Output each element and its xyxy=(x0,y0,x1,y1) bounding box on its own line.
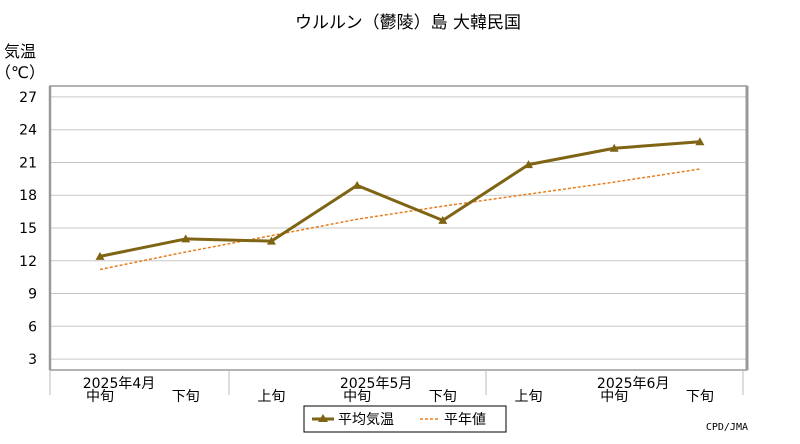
x-axis: 中旬 下旬 上旬 中旬 下旬 上旬 中旬 下旬 2025年4月 2025年5月 2025年6月 xyxy=(49,370,744,405)
x-tick-label: 上旬 xyxy=(257,389,285,405)
y-tick-label: 12 xyxy=(19,254,37,270)
x-tick-label: 中旬 xyxy=(343,389,371,405)
x-tick-label: 下旬 xyxy=(172,389,200,405)
series-point-mean xyxy=(695,137,705,146)
legend-label-normal: 平年値 xyxy=(444,412,486,428)
y-tick-label: 3 xyxy=(28,352,37,368)
series-point-mean xyxy=(352,180,362,189)
legend-marker-mean xyxy=(318,414,328,422)
series-point-mean xyxy=(181,234,191,243)
x-month-label: 2025年6月 xyxy=(597,376,670,392)
series-point-mean xyxy=(95,251,105,260)
series-line-mean xyxy=(99,140,701,258)
x-tick-label: 中旬 xyxy=(600,389,628,405)
grid-lines xyxy=(50,96,747,360)
credit-text: CPD/JMA xyxy=(706,422,748,433)
x-tick-label: 下旬 xyxy=(686,389,714,405)
y-tick-label: 27 xyxy=(19,90,37,106)
x-tick-label: 中旬 xyxy=(86,389,114,405)
x-month-label: 2025年4月 xyxy=(83,376,156,392)
legend-label-mean: 平均気温 xyxy=(338,412,394,428)
y-tick-label: 18 xyxy=(19,188,37,204)
y-tick-label: 15 xyxy=(19,221,37,237)
y-tick-labels: 3 6 9 12 15 18 21 24 27 xyxy=(19,90,37,368)
series-point-mean xyxy=(524,160,533,169)
y-axis-unit: （℃） xyxy=(0,63,45,82)
legend-box xyxy=(303,405,507,433)
series-line-normal xyxy=(99,168,701,271)
series-point-mean xyxy=(266,236,276,245)
y-tick-label: 6 xyxy=(28,319,37,335)
series-layer xyxy=(95,137,705,271)
x-tick-label: 上旬 xyxy=(515,389,543,405)
y-tick-label: 21 xyxy=(19,155,37,171)
series-point-mean xyxy=(609,143,619,152)
y-tick-label: 9 xyxy=(28,287,37,303)
y-axis-label: 気温 xyxy=(4,42,36,61)
y-tick-label: 24 xyxy=(19,123,37,139)
series-point-mean xyxy=(438,215,448,224)
chart-title: ウルルン（鬱陵）島 大韓民国 xyxy=(295,13,521,33)
legend: 平均気温 平年値 xyxy=(303,405,507,433)
x-month-label: 2025年5月 xyxy=(340,376,413,392)
x-tick-label: 下旬 xyxy=(429,389,457,405)
